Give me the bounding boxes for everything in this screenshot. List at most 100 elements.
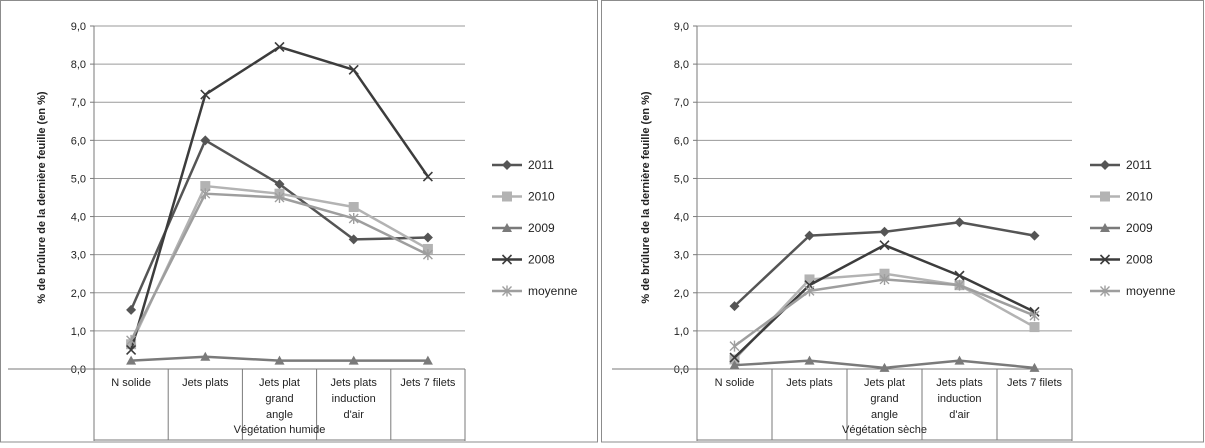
group-label: Végétation humide (234, 424, 326, 436)
y-tick-label: 5,0 (71, 173, 86, 185)
data-point (879, 226, 890, 237)
data-point (879, 273, 890, 285)
x-tick-label-line: Jets 7 filets (400, 377, 456, 389)
x-tick-label-line: grand (870, 393, 898, 405)
data-point (422, 232, 433, 243)
x-tick-label-line: induction (937, 393, 981, 405)
series-moyenne (126, 188, 433, 346)
data-point (200, 351, 211, 361)
y-tick-label: 6,0 (71, 135, 86, 147)
series-2008 (729, 240, 1040, 363)
data-point (348, 212, 359, 224)
panel-frame-right (601, 0, 1204, 443)
y-tick-label: 1,0 (71, 326, 86, 338)
legend-label: 2008 (528, 253, 555, 267)
x-tick-label: Jets plats induction d'air (936, 377, 983, 421)
series-2011 (729, 217, 1040, 312)
x-tick-label: Jets plats (786, 377, 833, 389)
x-tick-label: Jets plats (182, 377, 229, 389)
y-tick-label: 8,0 (674, 59, 689, 71)
x-tick-label-line: Jets plats (182, 377, 229, 389)
group-label: Végétation sèche (842, 424, 927, 436)
y-tick-label: 4,0 (674, 212, 689, 224)
data-point (1029, 322, 1040, 333)
y-tick-label: 7,0 (674, 97, 689, 109)
legend-label: 2008 (1126, 253, 1153, 267)
data-point (126, 334, 137, 346)
legend-swatch-marker (1099, 254, 1111, 265)
data-point (804, 355, 815, 365)
x-tick-label-line: d'air (343, 409, 364, 421)
y-tick-label: 5,0 (674, 173, 689, 185)
data-point (274, 192, 285, 203)
series-line (733, 272, 1036, 361)
x-tick-label-line: angle (266, 409, 293, 421)
data-point (126, 304, 137, 315)
data-point (422, 249, 433, 261)
series-2009 (729, 355, 1040, 372)
data-point (954, 355, 965, 365)
x-tick-label: N solide (111, 377, 151, 389)
legend-swatch-marker (502, 191, 512, 202)
data-point (200, 181, 211, 192)
data-point (422, 355, 433, 365)
data-point (954, 270, 965, 281)
data-point (804, 230, 815, 241)
legend-item: 2010 (1090, 190, 1153, 204)
legend-item: 2009 (1090, 221, 1153, 235)
legend-swatch-marker (502, 223, 512, 232)
x-tick-label: Jets 7 filets (1007, 377, 1063, 389)
data-point (729, 354, 740, 365)
data-point (200, 89, 211, 100)
legend-item: 2011 (492, 158, 554, 172)
legend-item: 2008 (1090, 253, 1153, 267)
data-point (729, 352, 740, 363)
data-point (274, 179, 285, 190)
data-point (200, 188, 211, 200)
legend-item: 2011 (1090, 158, 1152, 172)
legend-swatch-marker (1100, 285, 1110, 297)
data-point (879, 362, 890, 372)
series-moyenne (729, 273, 1040, 352)
data-point (126, 355, 137, 365)
legend-item: moyenne (492, 284, 578, 298)
legend-label: 2010 (1126, 190, 1153, 204)
y-tick-label: 1,0 (674, 326, 689, 338)
data-point (879, 268, 890, 279)
legend-swatch-marker (1100, 223, 1110, 232)
data-point (1029, 230, 1040, 241)
x-tick-label: Jets 7 filets (400, 377, 456, 389)
data-point (804, 274, 815, 285)
legend-swatch-marker (501, 254, 513, 265)
data-point (348, 355, 359, 365)
legend-label: 2009 (1126, 221, 1153, 235)
series-2011 (126, 135, 433, 315)
x-tick-label-line: N solide (111, 377, 151, 389)
series-line (129, 192, 429, 341)
x-tick-label: N solide (715, 377, 755, 389)
data-point (274, 355, 285, 365)
y-tick-label: 0,0 (674, 364, 689, 376)
y-tick-label: 3,0 (674, 250, 689, 262)
panel-frame-left (0, 0, 598, 443)
x-tick-label: Jets plat grand angle (864, 377, 905, 421)
y-tick-label: 2,0 (71, 288, 86, 300)
data-point (1029, 362, 1040, 372)
y-tick-label: 7,0 (71, 97, 86, 109)
x-tick-label-line: d'air (949, 409, 970, 421)
legend: 2011 2010 2009 2008 moyenne (1090, 158, 1176, 298)
data-point (348, 234, 359, 245)
legend: 2011 2010 2009 2008 moyenne (492, 158, 578, 298)
series-2008 (126, 41, 433, 356)
x-tick-label-line: grand (265, 393, 293, 405)
legend-label: 2009 (528, 221, 555, 235)
data-point (348, 202, 359, 213)
data-point (954, 217, 965, 228)
y-tick-label: 8,0 (71, 59, 86, 71)
legend-label: moyenne (528, 284, 578, 298)
x-tick-label-line: Jets plats (330, 377, 377, 389)
chart-1: 0,0 1,0 2,0 3,0 4,0 5,0 6,0 7,0 8,0 9,0 N solide Je… (8, 21, 578, 441)
legend-label: 2011 (1126, 158, 1152, 172)
y-axis-label: % de brûlure de la dernière feuille (en … (36, 91, 48, 303)
